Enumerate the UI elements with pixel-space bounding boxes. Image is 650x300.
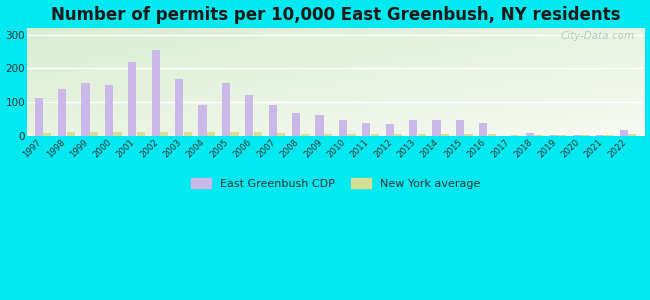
Bar (278, 133, 285, 136)
Bar (268, 105, 277, 136)
Bar (81, 83, 90, 136)
Bar (526, 133, 534, 136)
Bar (198, 105, 207, 136)
Bar (456, 120, 464, 136)
Bar (549, 135, 558, 136)
Bar (183, 132, 192, 136)
Bar (222, 83, 230, 136)
Bar (362, 122, 370, 136)
Bar (619, 130, 628, 136)
Bar (409, 120, 417, 136)
Bar (348, 134, 356, 136)
Bar (113, 132, 122, 136)
Bar (573, 135, 581, 136)
Text: City-Data.com: City-Data.com (561, 31, 635, 41)
Bar (441, 134, 449, 136)
Bar (512, 135, 519, 136)
Bar (175, 79, 183, 136)
Bar (207, 132, 215, 136)
Bar (105, 85, 113, 136)
Bar (324, 134, 332, 136)
Bar (605, 135, 613, 136)
Bar (43, 133, 51, 136)
Legend: East Greenbush CDP, New York average: East Greenbush CDP, New York average (186, 173, 485, 193)
Bar (160, 132, 168, 136)
Bar (292, 113, 300, 136)
Bar (128, 62, 136, 136)
Bar (245, 95, 254, 136)
Bar (418, 134, 426, 136)
Bar (339, 121, 347, 136)
Bar (395, 134, 402, 136)
Bar (479, 122, 488, 136)
Bar (90, 132, 98, 136)
Bar (151, 50, 160, 136)
Bar (371, 134, 379, 136)
Bar (465, 134, 473, 136)
Bar (230, 132, 239, 136)
Title: Number of permits per 10,000 East Greenbush, NY residents: Number of permits per 10,000 East Greenb… (51, 6, 620, 24)
Bar (58, 89, 66, 136)
Bar (315, 115, 324, 136)
Bar (301, 134, 309, 136)
Bar (432, 120, 441, 136)
Bar (596, 135, 605, 136)
Bar (385, 124, 394, 136)
Bar (582, 135, 590, 136)
Bar (488, 134, 496, 136)
Bar (136, 132, 145, 136)
Bar (629, 134, 636, 136)
Bar (66, 132, 75, 136)
Bar (535, 135, 543, 136)
Bar (34, 98, 43, 136)
Bar (558, 135, 566, 136)
Bar (254, 132, 262, 136)
